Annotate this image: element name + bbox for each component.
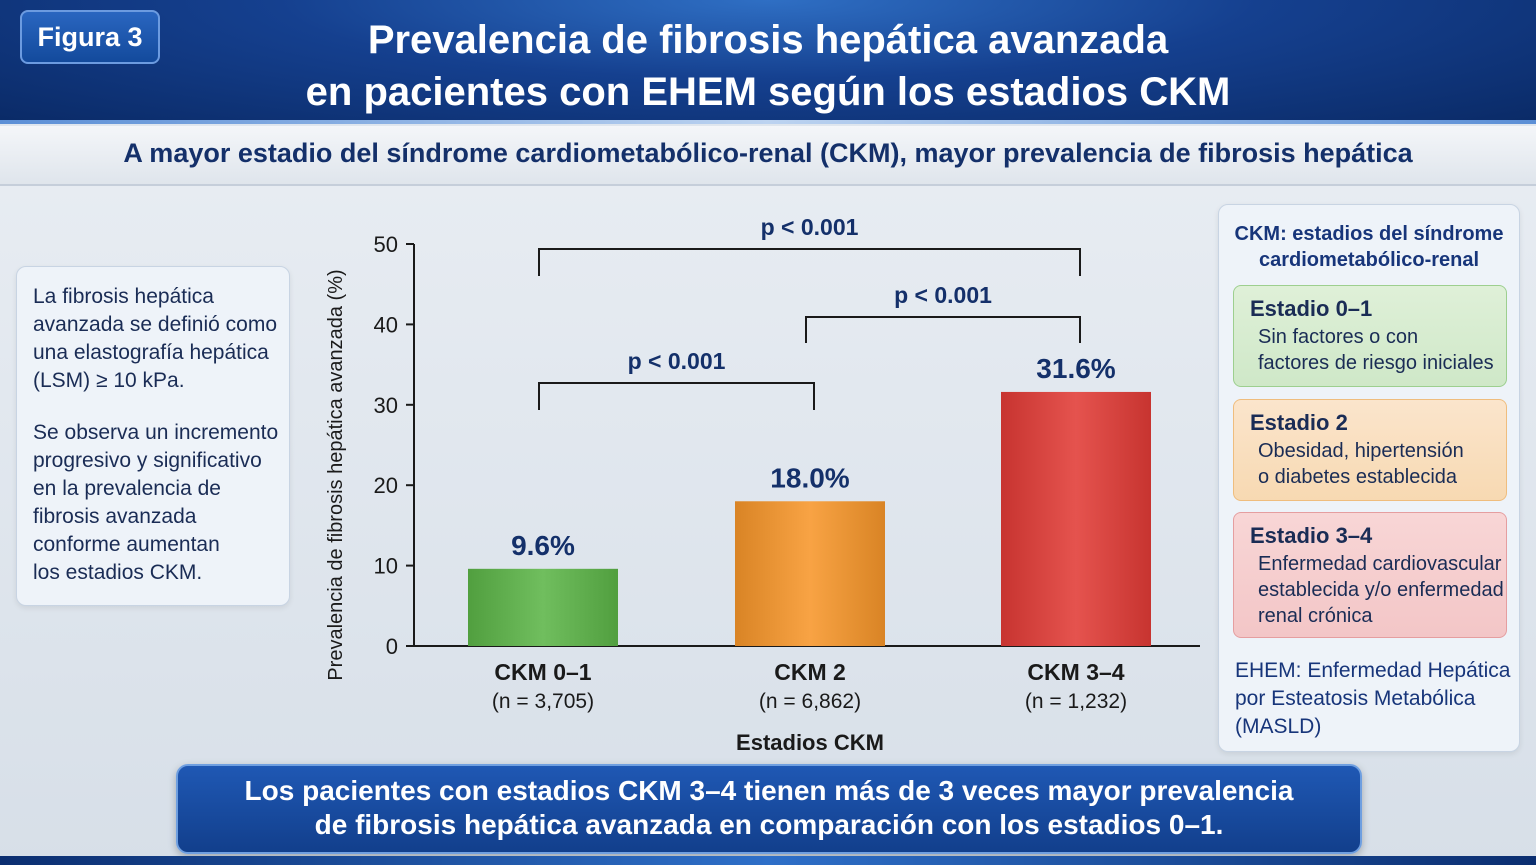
p-value-label: p < 0.001 [894, 282, 992, 308]
x-tick-label: CKM 2 [774, 659, 846, 685]
bar [1001, 391, 1151, 646]
figure-badge: Figura 3 [20, 10, 160, 64]
stage-description: Sin factores o con factores de riesgo in… [1258, 326, 1494, 374]
definition-text: La fibrosis hepática avanzada se definió… [33, 285, 277, 392]
stage-description: Obesidad, hipertensión o diabetes establ… [1258, 440, 1464, 488]
conclusion-text: Los pacientes con estadios CKM 3–4 tiene… [244, 775, 1294, 840]
p-value-label: p < 0.001 [761, 214, 859, 240]
sample-size-label: (n = 3,705) [492, 690, 594, 713]
x-axis-label: Estadios CKM [736, 730, 884, 755]
legend-title: CKM: estadios del síndrome cardiometaból… [1234, 223, 1504, 271]
observation-text: Se observa un incremento progresivo y si… [33, 421, 279, 584]
bar-chart: 0 10 20 30 40 50 Prevalencia de fibrosis hepát… [325, 214, 1200, 755]
bar [468, 568, 618, 646]
sample-size-label: (n = 6,862) [759, 690, 861, 713]
conclusion-banner: Los pacientes con estadios CKM 3–4 tiene… [176, 764, 1362, 854]
subtitle: A mayor estadio del síndrome cardiometab… [123, 138, 1413, 168]
significance-bracket [538, 382, 815, 410]
header-banner: Figura 3 Prevalencia de fibrosis hepátic… [0, 0, 1536, 124]
x-tick-label: CKM 3–4 [1027, 659, 1124, 685]
stage-0-1-card: Estadio 0–1 Sin factores o con factores … [1233, 285, 1507, 387]
stage-name: Estadio 2 [1250, 410, 1348, 435]
stages-legend-panel: CKM: estadios del síndrome cardiometaból… [1218, 204, 1520, 752]
stage-name: Estadio 3–4 [1250, 523, 1373, 548]
x-tick-label: CKM 0–1 [494, 659, 591, 685]
stage-3-4-card: Estadio 3–4 Enfermedad cardiovascular es… [1233, 512, 1507, 638]
y-tick-label: 40 [374, 312, 398, 337]
y-tick-label: 50 [374, 232, 398, 257]
bar-value-label: 31.6% [1036, 353, 1115, 384]
bar-value-label: 9.6% [511, 530, 575, 561]
bar-value-label: 18.0% [770, 462, 849, 493]
y-tick-label: 20 [374, 473, 398, 498]
subtitle-bar: A mayor estadio del síndrome cardiometab… [0, 126, 1536, 186]
page-title: Prevalencia de fibrosis hepática avanzad… [200, 14, 1336, 118]
title-line-1: Prevalencia de fibrosis hepática avanzad… [367, 18, 1169, 62]
y-tick-label: 0 [386, 634, 398, 659]
stage-description: Enfermedad cardiovascular establecida y/… [1258, 553, 1504, 627]
bar [735, 501, 885, 646]
bottom-strip [0, 856, 1536, 865]
stage-name: Estadio 0–1 [1250, 296, 1373, 321]
y-tick-label: 10 [374, 554, 398, 579]
definition-note: La fibrosis hepática avanzada se definió… [16, 266, 290, 606]
y-tick-label: 30 [374, 393, 398, 418]
ehem-footnote: EHEM: Enfermedad Hepática por Esteatosis… [1235, 659, 1511, 738]
significance-bracket [538, 248, 1081, 276]
significance-bracket [805, 316, 1081, 343]
title-line-2: en pacientes con EHEM según los estadios… [305, 70, 1231, 114]
stage-2-card: Estadio 2 Obesidad, hipertensión o diabe… [1233, 399, 1507, 501]
y-axis-label: Prevalencia de fibrosis hepática avanzad… [325, 269, 347, 680]
p-value-label: p < 0.001 [628, 348, 726, 374]
sample-size-label: (n = 1,232) [1025, 690, 1127, 713]
